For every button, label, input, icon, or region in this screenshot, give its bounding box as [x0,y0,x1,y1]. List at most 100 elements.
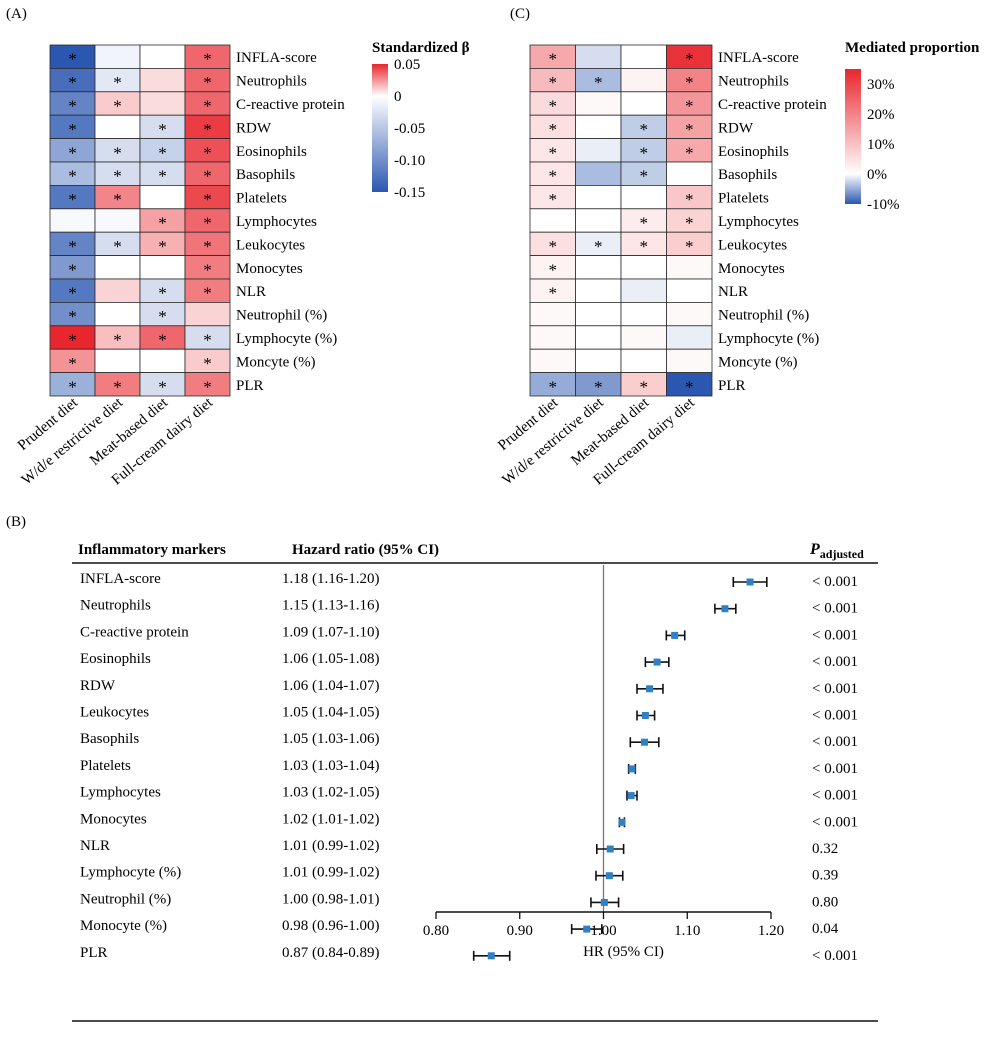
hazard-ratio-text: 1.09 (1.07-1.10) [282,624,380,640]
hazard-ratio-text: 1.03 (1.02-1.05) [282,785,380,801]
p-value: 0.04 [812,921,839,937]
heatmap-cell [666,372,713,397]
row-label: PLR [718,378,746,394]
significance-asterisk: * [203,143,212,162]
heatmap-cell [575,208,622,233]
legend-tick-label: 30% [867,77,895,93]
hazard-ratio-text: 1.15 (1.13-1.16) [282,598,380,614]
point-estimate [605,872,613,880]
heatmap-cell [529,325,576,350]
point-estimate [721,605,729,613]
heatmap-cell [666,301,713,327]
point-estimate [746,578,754,586]
significance-asterisk: * [158,214,167,233]
significance-asterisk: * [113,377,122,396]
significance-asterisk: * [549,260,558,279]
row-label: Eosinophils [236,144,307,160]
heatmap-cell [620,348,667,374]
heatmap-cell [139,91,186,116]
heatmap-cell [94,44,141,69]
significance-asterisk: * [640,237,649,256]
p-value: 0.32 [812,841,838,857]
significance-asterisk: * [203,167,212,186]
legend-tick-label: -0.15 [394,185,425,201]
heatmap-cell [575,301,622,327]
heatmap-cell [666,325,713,350]
hazard-ratio-text: 1.06 (1.04-1.07) [282,678,380,694]
heatmap-cell [575,278,622,303]
legend-tick-label: -10% [867,197,900,213]
significance-asterisk: * [203,260,212,279]
heatmap-cell [139,348,186,374]
heatmap-cell [529,301,576,327]
significance-asterisk: * [549,167,558,186]
header-p-adjusted: Padjusted [809,541,864,561]
p-value: < 0.001 [812,761,858,777]
heatmap-cell [575,161,622,186]
significance-asterisk: * [203,377,212,396]
heatmap-cell [620,255,667,280]
marker-name: INFLA-score [80,571,161,587]
p-value: < 0.001 [812,654,858,670]
significance-asterisk: * [685,97,694,116]
marker-name: Basophils [80,731,139,747]
significance-asterisk: * [685,237,694,256]
row-label: PLR [236,378,264,394]
legend-tick-label: 20% [867,107,895,123]
significance-asterisk: * [203,331,212,350]
heatmap-panel-a: (A) * * INFLA-score * * * Neutrophils * * * C-react… [6,6,470,488]
heatmap-cell [575,114,622,139]
significance-asterisk: * [549,237,558,256]
hazard-ratio-text: 1.18 (1.16-1.20) [282,571,380,587]
row-label: NLR [718,284,748,300]
marker-name: Eosinophils [80,651,151,667]
significance-asterisk: * [549,284,558,303]
hazard-ratio-text: 1.01 (0.99-1.02) [282,838,380,854]
significance-asterisk: * [685,120,694,139]
p-value: < 0.001 [812,814,858,830]
heatmap-cell [529,348,576,374]
significance-asterisk: * [158,167,167,186]
heatmap-cell [49,208,96,233]
marker-name: Neutrophil (%) [80,891,171,907]
point-estimate [671,631,679,639]
header-p-letter: P [809,541,820,558]
x-tick-label: 0.90 [507,923,533,939]
heatmap-cell [666,278,713,303]
significance-asterisk: * [113,73,122,92]
p-value: < 0.001 [812,627,858,643]
significance-asterisk: * [685,50,694,69]
x-axis-title: HR (95% CI) [583,944,664,960]
significance-asterisk: * [594,73,603,92]
significance-asterisk: * [203,237,212,256]
heatmap-cell [94,278,141,303]
heatmap-panel-c: (C) * * INFLA-score * * * Neutrophils * * C-reacti… [495,6,980,488]
significance-asterisk: * [113,190,122,209]
significance-asterisk: * [549,143,558,162]
row-label: Lymphocyte (%) [236,331,337,347]
point-estimate [487,952,495,960]
row-label: Basophils [718,167,777,183]
significance-asterisk: * [68,97,77,116]
row-label: Moncyte (%) [236,354,316,370]
p-value: < 0.001 [812,708,858,724]
significance-asterisk: * [68,307,77,326]
significance-asterisk: * [685,73,694,92]
significance-asterisk: * [158,120,167,139]
point-estimate [583,925,591,933]
significance-asterisk: * [68,237,77,256]
point-estimate [606,845,614,853]
point-estimate [641,712,649,719]
marker-name: C-reactive protein [80,624,189,640]
significance-asterisk: * [685,214,694,233]
heatmap-cell [139,184,186,210]
x-tick-label: 1.10 [674,923,700,939]
hazard-ratio-text: 1.05 (1.04-1.05) [282,705,380,721]
significance-asterisk: * [158,331,167,350]
significance-asterisk: * [549,120,558,139]
marker-name: RDW [80,678,116,694]
heatmap-cell [94,301,141,327]
heatmap-cell [94,348,141,374]
row-label: Lymphocytes [236,214,317,230]
heatmap-cell [666,348,713,374]
